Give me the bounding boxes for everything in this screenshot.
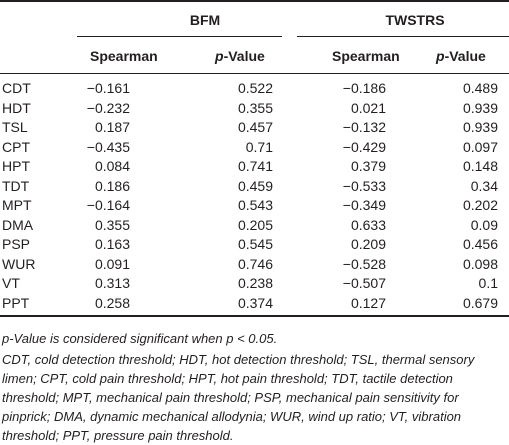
bfm-spearman-cell: 0.313 [94, 275, 130, 291]
twstrs-spearman-cell: 0.379 [350, 158, 386, 174]
twstrs-spearman-cell: −0.528 [342, 255, 386, 272]
abbrev-line: CDT, cold detection threshold; HDT, hot … [2, 352, 475, 367]
twstrs-pvalue-cell: 0.098 [462, 255, 498, 272]
table-row: TSL 0.187 0.457 −0.132 0.939 [0, 118, 509, 137]
bfm-pvalue-cell: 0.522 [237, 80, 273, 96]
twstrs-spearman-cell: 0.021 [350, 99, 386, 116]
twstrs-pvalue-cell: 0.1 [478, 275, 498, 291]
table-row: WUR 0.091 0.746 −0.528 0.098 [0, 255, 509, 274]
table-bottom-rule [0, 315, 509, 317]
table-row: CPT −0.435 0.71 −0.429 0.097 [0, 138, 509, 157]
bfm-spearman-cell: −0.435 [86, 138, 130, 155]
bfm-pvalue-cell: 0.457 [237, 119, 273, 135]
bfm-spearman-cell: −0.164 [86, 197, 130, 213]
table-top-rule [0, 0, 509, 2]
col-header-twstrs-spearman: Spearman [332, 48, 400, 64]
bfm-spearman-cell: −0.232 [86, 99, 130, 116]
twstrs-pvalue-cell: 0.097 [462, 138, 498, 155]
bfm-pvalue-cell: 0.238 [237, 275, 273, 291]
row-label: WUR [2, 255, 36, 272]
row-label: MPT [2, 197, 32, 213]
pvalue-suffix: -Value [223, 48, 265, 64]
bfm-pvalue-cell: 0.374 [237, 294, 273, 311]
twstrs-spearman-cell: −0.429 [342, 138, 386, 155]
row-label: HDT [2, 99, 31, 116]
twstrs-spearman-cell: −0.349 [342, 197, 386, 213]
col-header-twstrs-pvalue: p-Value [436, 48, 486, 64]
bfm-pvalue-cell: 0.459 [237, 177, 273, 194]
bfm-pvalue-cell: 0.545 [237, 236, 273, 252]
abbrev-line: threshold; PPT, pressure pain threshold. [2, 428, 234, 443]
twstrs-pvalue-cell: 0.679 [462, 294, 498, 311]
bfm-group-rule [77, 36, 282, 37]
bfm-pvalue-cell: 0.543 [237, 197, 273, 213]
table-row: HPT 0.084 0.741 0.379 0.148 [0, 157, 509, 176]
p-italic: p [436, 48, 445, 64]
twstrs-spearman-cell: −0.132 [342, 119, 386, 135]
abbrev-line: limen; CPT, cold pain threshold; HPT, ho… [2, 371, 453, 386]
twstrs-pvalue-cell: 0.34 [470, 177, 498, 194]
table-row: HDT −0.232 0.355 0.021 0.939 [0, 99, 509, 118]
row-label: DMA [2, 216, 34, 233]
twstrs-pvalue-cell: 0.939 [462, 99, 498, 116]
col-header-bfm-spearman: Spearman [90, 48, 158, 64]
twstrs-pvalue-cell: 0.939 [462, 119, 498, 135]
p-italic: p [215, 48, 224, 64]
table-row: PSP 0.163 0.545 0.209 0.456 [0, 235, 509, 254]
bfm-pvalue-cell: 0.746 [237, 255, 273, 272]
table-row: CDT −0.161 0.522 −0.186 0.489 [0, 79, 509, 98]
table-row: VT 0.313 0.238 −0.507 0.1 [0, 274, 509, 293]
row-label: VT [2, 275, 20, 291]
twstrs-pvalue-cell: 0.456 [462, 236, 498, 252]
pvalue-suffix: -Value [444, 48, 486, 64]
table-row: DMA 0.355 0.205 0.633 0.09 [0, 216, 509, 235]
bfm-spearman-cell: 0.163 [94, 236, 130, 252]
row-label: TDT [2, 177, 30, 194]
col-header-bfm-pvalue: p-Value [215, 48, 265, 64]
twstrs-group-rule [297, 36, 509, 37]
row-label: CDT [2, 80, 31, 96]
twstrs-spearman-cell: 0.633 [350, 216, 386, 233]
twstrs-pvalue-cell: 0.09 [470, 216, 498, 233]
header-bottom-rule [0, 73, 509, 74]
bfm-spearman-cell: 0.258 [94, 294, 130, 311]
bfm-spearman-cell: −0.161 [86, 80, 130, 96]
abbrev-line: threshold; MPT, mechanical pain threshol… [2, 390, 459, 405]
twstrs-spearman-cell: 0.209 [350, 236, 386, 252]
row-label: PSP [2, 236, 31, 252]
row-label: CPT [2, 138, 30, 155]
table-row: PPT 0.258 0.374 0.127 0.679 [0, 294, 509, 313]
twstrs-spearman-cell: −0.533 [342, 177, 386, 194]
bfm-spearman-cell: 0.091 [94, 255, 130, 272]
bfm-spearman-cell: 0.355 [94, 216, 130, 233]
group-header-twstrs: TWSTRS [385, 12, 445, 28]
bfm-pvalue-cell: 0.741 [237, 158, 273, 174]
bfm-pvalue-cell: 0.71 [245, 138, 273, 155]
table-row: TDT 0.186 0.459 −0.533 0.34 [0, 177, 509, 196]
bfm-pvalue-cell: 0.355 [237, 99, 273, 116]
twstrs-spearman-cell: −0.186 [342, 80, 386, 96]
row-label: HPT [2, 158, 30, 174]
bfm-spearman-cell: 0.186 [94, 177, 130, 194]
bfm-spearman-cell: 0.084 [94, 158, 130, 174]
significance-note: p-Value is considered significant when p… [2, 331, 278, 346]
group-header-bfm: BFM [189, 12, 221, 28]
row-label: TSL [2, 119, 28, 135]
row-label: PPT [2, 294, 30, 311]
twstrs-pvalue-cell: 0.148 [462, 158, 498, 174]
twstrs-spearman-cell: 0.127 [350, 294, 386, 311]
bfm-pvalue-cell: 0.205 [237, 216, 273, 233]
twstrs-pvalue-cell: 0.489 [462, 80, 498, 96]
bfm-spearman-cell: 0.187 [94, 119, 130, 135]
twstrs-spearman-cell: −0.507 [342, 275, 386, 291]
twstrs-pvalue-cell: 0.202 [462, 197, 498, 213]
table-row: MPT −0.164 0.543 −0.349 0.202 [0, 196, 509, 215]
abbreviation-note: CDT, cold detection threshold; HDT, hot … [2, 350, 474, 445]
abbrev-line: pinprick; DMA, dynamic mechanical allody… [2, 409, 462, 424]
